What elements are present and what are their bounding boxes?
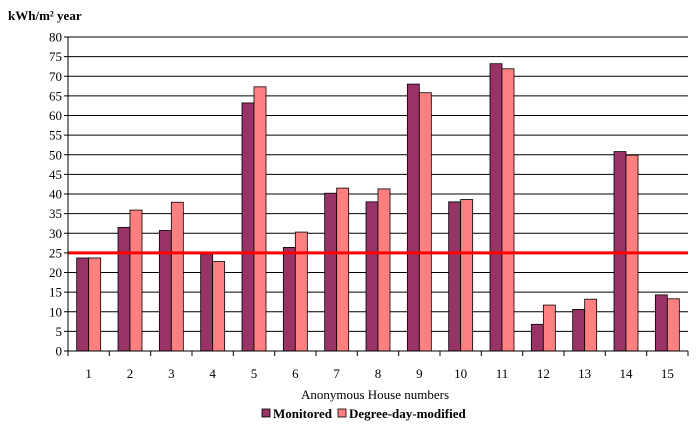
bar-degree-day-modified-8 bbox=[377, 188, 391, 352]
bar-degree-day-modified-13 bbox=[584, 298, 598, 352]
y-tick-label: 15 bbox=[49, 285, 62, 300]
y-tick-label: 25 bbox=[49, 245, 62, 260]
axes bbox=[64, 36, 689, 356]
bar-monitored-1 bbox=[76, 257, 90, 352]
bar-degree-day-modified-9 bbox=[418, 92, 432, 352]
bar-monitored-14 bbox=[613, 151, 627, 352]
y-tick-labels: 0 5 10 15 20 25 30 35 40 45 50 55 60 65 70 75 80 bbox=[49, 30, 62, 359]
bar-monitored-15 bbox=[654, 294, 668, 352]
y-tick-label: 20 bbox=[49, 265, 62, 280]
y-tick-label: 75 bbox=[49, 49, 62, 64]
y-tick-label: 45 bbox=[49, 167, 62, 182]
y-tick-label: 35 bbox=[49, 206, 62, 221]
x-tick-label: 7 bbox=[333, 366, 340, 381]
bar-monitored-6 bbox=[282, 246, 296, 352]
y-tick-label: 0 bbox=[56, 344, 63, 359]
bar-degree-day-modified-6 bbox=[294, 231, 308, 352]
y-tick-label: 10 bbox=[49, 304, 62, 319]
bar-monitored-13 bbox=[572, 308, 586, 352]
bar-degree-day-modified-4 bbox=[212, 261, 226, 352]
bar-monitored-7 bbox=[324, 192, 338, 352]
bar-monitored-8 bbox=[365, 201, 379, 352]
x-tick-label: 11 bbox=[496, 366, 509, 381]
y-tick-label: 60 bbox=[49, 108, 62, 123]
x-tick-label: 4 bbox=[209, 366, 216, 381]
bar-monitored-4 bbox=[200, 253, 214, 352]
y-tick-label: 50 bbox=[49, 147, 62, 162]
bar-degree-day-modified-11 bbox=[501, 68, 515, 352]
x-tick-label: 12 bbox=[537, 366, 550, 381]
bar-monitored-3 bbox=[158, 230, 172, 352]
x-tick-label: 13 bbox=[578, 366, 591, 381]
bar-degree-day-modified-10 bbox=[460, 199, 474, 352]
legend-swatch bbox=[261, 408, 271, 418]
bar-degree-day-modified-2 bbox=[129, 209, 143, 352]
x-tick-label: 1 bbox=[85, 366, 92, 381]
bar-degree-day-modified-12 bbox=[542, 304, 556, 352]
y-tick-label: 30 bbox=[49, 226, 62, 241]
x-tick-label: 15 bbox=[661, 366, 674, 381]
bar-monitored-9 bbox=[406, 83, 420, 352]
legend: Monitored Degree-day-modified bbox=[261, 406, 467, 421]
x-tick-label: 8 bbox=[375, 366, 382, 381]
bar-monitored-2 bbox=[117, 226, 131, 352]
bar-degree-day-modified-7 bbox=[336, 187, 350, 352]
x-tick-label: 3 bbox=[168, 366, 175, 381]
x-tick-label: 9 bbox=[416, 366, 423, 381]
legend-swatch bbox=[337, 408, 347, 418]
y-tick-label: 5 bbox=[56, 324, 63, 339]
y-tick-label: 65 bbox=[49, 88, 62, 103]
y-tick-label: 55 bbox=[49, 128, 62, 143]
x-axis-label: Anonymous House numbers bbox=[301, 387, 449, 402]
bar-monitored-11 bbox=[489, 63, 503, 352]
y-axis-label: kWh/m² year bbox=[8, 8, 82, 23]
bar-degree-day-modified-3 bbox=[170, 201, 184, 352]
bar-degree-day-modified-15 bbox=[666, 298, 680, 352]
y-tick-label: 40 bbox=[49, 187, 62, 202]
bar-degree-day-modified-1 bbox=[88, 257, 102, 352]
x-tick-label: 10 bbox=[454, 366, 467, 381]
y-tick-label: 70 bbox=[49, 69, 62, 84]
x-tick-labels: 1 2 3 4 5 6 7 8 9 10 11 12 13 14 15 bbox=[85, 366, 673, 381]
bar-degree-day-modified-5 bbox=[253, 86, 267, 352]
x-tick-label: 14 bbox=[620, 366, 634, 381]
legend-label: Degree-day-modified bbox=[349, 406, 467, 421]
x-tick-label: 5 bbox=[251, 366, 258, 381]
bar-monitored-5 bbox=[241, 102, 255, 352]
x-tick-label: 6 bbox=[292, 366, 299, 381]
bar-monitored-12 bbox=[530, 323, 544, 352]
bars bbox=[76, 63, 680, 352]
bar-monitored-10 bbox=[448, 201, 462, 352]
y-tick-label: 80 bbox=[49, 30, 62, 45]
x-tick-label: 2 bbox=[127, 366, 134, 381]
legend-label: Monitored bbox=[273, 406, 333, 421]
